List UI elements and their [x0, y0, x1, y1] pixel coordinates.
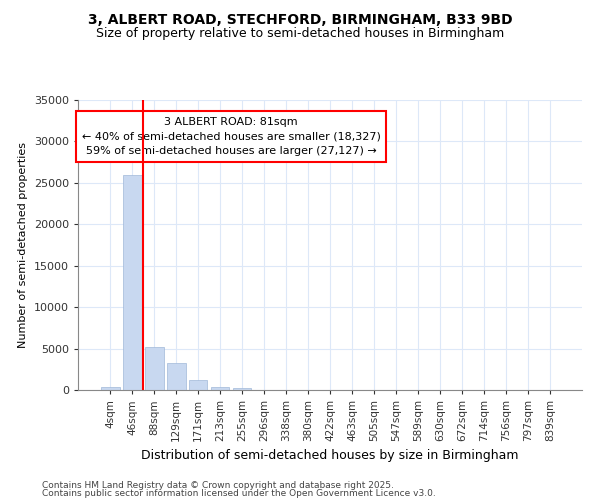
Bar [189, 380, 208, 390]
Y-axis label: Number of semi-detached properties: Number of semi-detached properties [18, 142, 28, 348]
X-axis label: Distribution of semi-detached houses by size in Birmingham: Distribution of semi-detached houses by … [141, 450, 519, 462]
Bar [101, 386, 119, 390]
Bar [167, 364, 185, 390]
Text: 3, ALBERT ROAD, STECHFORD, BIRMINGHAM, B33 9BD: 3, ALBERT ROAD, STECHFORD, BIRMINGHAM, B… [88, 12, 512, 26]
Bar [145, 347, 164, 390]
Bar [123, 174, 142, 390]
Text: Contains HM Land Registry data © Crown copyright and database right 2025.: Contains HM Land Registry data © Crown c… [42, 480, 394, 490]
Bar [211, 386, 229, 390]
Text: Contains public sector information licensed under the Open Government Licence v3: Contains public sector information licen… [42, 489, 436, 498]
Bar [233, 388, 251, 390]
Text: Size of property relative to semi-detached houses in Birmingham: Size of property relative to semi-detach… [96, 28, 504, 40]
Text: 3 ALBERT ROAD: 81sqm
← 40% of semi-detached houses are smaller (18,327)
59% of s: 3 ALBERT ROAD: 81sqm ← 40% of semi-detac… [82, 116, 380, 156]
